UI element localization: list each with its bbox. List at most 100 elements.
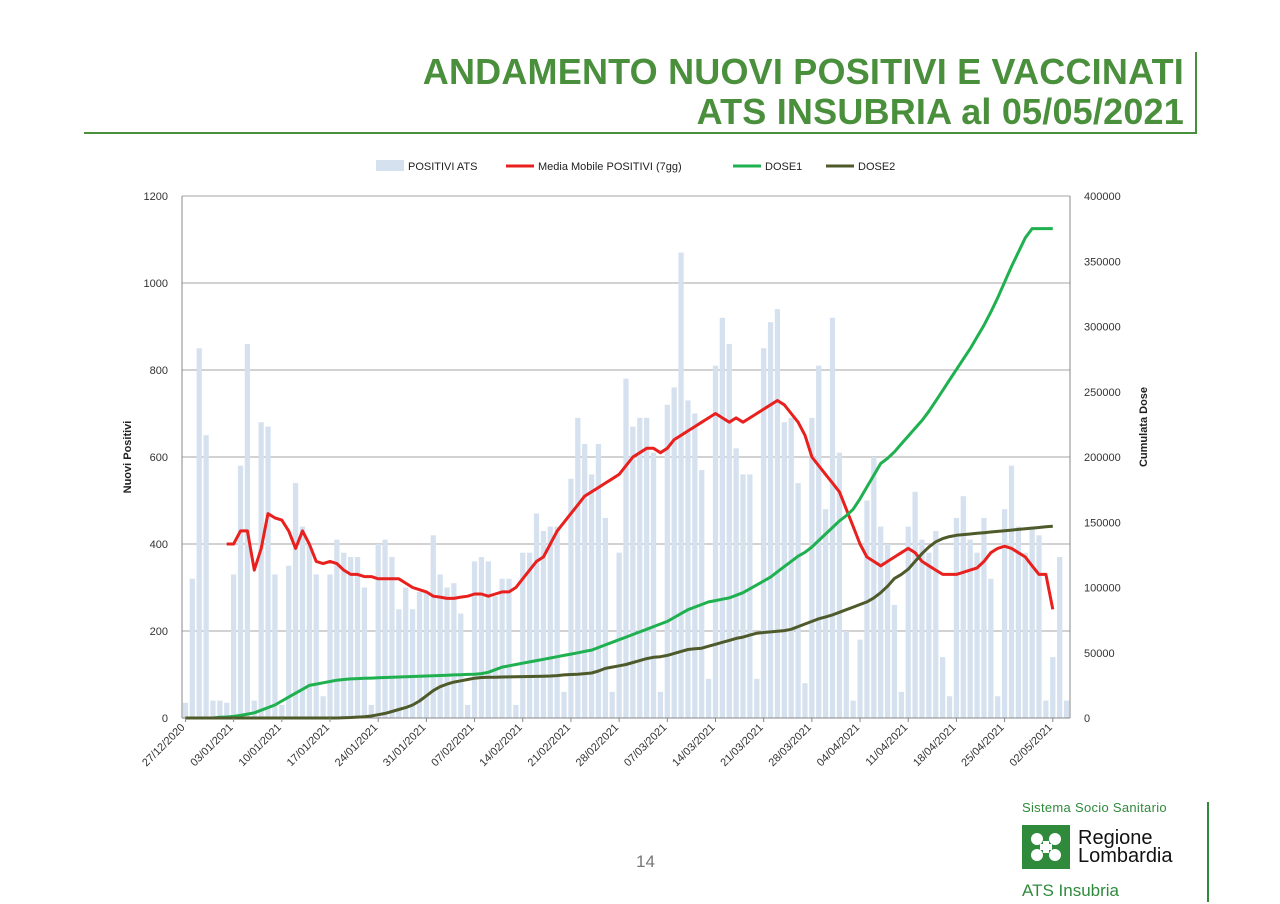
positivi-bar (382, 539, 388, 718)
positivi-bar (609, 691, 615, 718)
y-tick-label: 800 (150, 365, 168, 377)
positivi-bar (657, 691, 664, 718)
positivi-bar (884, 544, 891, 718)
y2-tick-label: 0 (1084, 713, 1090, 725)
positivi-bar (685, 400, 691, 718)
positivi-bar (740, 474, 746, 718)
brand-divider (1207, 802, 1209, 902)
positivi-bar (878, 526, 884, 718)
x-tick-label: 24/01/2021 (333, 722, 380, 769)
brand-block: Sistema Socio Sanitario Regione Lombardi… (1022, 800, 1207, 901)
x-tick-label: 07/03/2021 (622, 722, 669, 769)
regione-lombardia-logo-icon (1022, 825, 1070, 869)
y-tick-label: 600 (150, 452, 168, 464)
positivi-bar (953, 517, 960, 718)
positivi-bar (492, 596, 498, 718)
positivi-bar (265, 426, 271, 718)
positivi-bar (231, 574, 237, 718)
y-tick-label: 0 (162, 713, 168, 725)
legend-label: Media Mobile POSITIVI (7gg) (538, 161, 682, 173)
positivi-bar (1036, 535, 1042, 718)
y2-tick-label: 400000 (1084, 191, 1121, 203)
y2-tick-label: 250000 (1084, 387, 1121, 399)
page-title: ANDAMENTO NUOVI POSITIVI E VACCINATI ATS… (423, 52, 1184, 132)
x-tick-label: 07/02/2021 (429, 722, 476, 769)
x-tick-label: 28/02/2021 (574, 722, 621, 769)
positivi-bar (836, 452, 843, 718)
positivi-bar (306, 544, 312, 718)
positivi-bar (630, 426, 636, 718)
positivi-bar (506, 578, 512, 718)
positivi-bar (995, 696, 1001, 718)
positivi-bar (823, 509, 829, 718)
x-tick-label: 14/02/2021 (477, 722, 524, 769)
positivi-bar (795, 483, 801, 718)
positivi-bar (471, 561, 478, 718)
dose1-line (185, 227, 1053, 720)
positivi-bar (761, 348, 767, 718)
positivi-bar (602, 517, 608, 718)
positivi-bar (960, 496, 966, 718)
positivi-bar (850, 700, 856, 718)
positivi-bar (533, 513, 540, 718)
positivi-bar (788, 417, 794, 718)
legend-label: DOSE1 (765, 161, 802, 173)
positivi-bar (540, 530, 547, 718)
y2-tick-label: 100000 (1084, 583, 1121, 595)
positivi-bar (1015, 526, 1021, 718)
positivi-bar (409, 609, 416, 718)
positivi-bar (451, 583, 457, 718)
positivi-bar (561, 691, 567, 718)
positivi-bar (361, 587, 368, 718)
positivi-bar (368, 704, 374, 718)
positivi-bar (733, 448, 739, 718)
chart: 0 200 400 600 800 1000 1200 0 50000 100000 150000 2… (122, 160, 1150, 769)
positivi-bar (857, 639, 863, 718)
x-tick-label: 28/03/2021 (767, 722, 814, 769)
positivi-bar (465, 704, 471, 718)
positivi-bar (575, 417, 581, 718)
x-tick-label: 04/04/2021 (815, 722, 862, 769)
positivi-bar (967, 539, 973, 718)
page-number: 14 (636, 852, 655, 871)
positivi-bar (444, 587, 450, 718)
positivi-bar (988, 578, 994, 718)
positivi-bar (279, 704, 285, 718)
positivi-bar (1050, 657, 1056, 718)
positivi-bar (203, 435, 209, 718)
brand-ats-label: ATS Insubria (1022, 881, 1120, 900)
positivi-bar (692, 413, 698, 718)
positivi-bar (864, 500, 870, 718)
positivi-bar (981, 517, 987, 718)
positivi-bar (802, 683, 808, 718)
positivi-bar (871, 457, 877, 718)
y2-tick-label: 350000 (1084, 256, 1121, 268)
brand-row: Regione Lombardia (1022, 825, 1207, 869)
positivi-bar (829, 317, 836, 718)
positivi-bar (616, 552, 622, 718)
x-tick-label: 18/04/2021 (911, 722, 958, 769)
positivi-bar (650, 452, 657, 718)
positivi-bar (705, 678, 712, 718)
positivi-bar (726, 343, 732, 718)
positivi-bar (251, 700, 257, 718)
positivi-bar (926, 552, 932, 718)
title-divider-horizontal (84, 132, 1197, 134)
positivi-bar (389, 557, 395, 718)
x-tick-label: 25/04/2021 (959, 722, 1006, 769)
y-tick-label: 1000 (144, 278, 168, 290)
title-line-1: ANDAMENTO NUOVI POSITIVI E VACCINATI (422, 51, 1184, 92)
brand-region-line-1: Regione (1078, 827, 1153, 849)
positivi-bar (1001, 509, 1008, 718)
positivi-bar (774, 309, 781, 718)
positivi-bar (891, 604, 898, 718)
positivi-bar (416, 591, 423, 718)
positivi-bar (237, 465, 244, 718)
positivi-bar (437, 574, 443, 718)
positivi-bar (396, 609, 402, 718)
x-tick-label: 27/12/2020 (140, 722, 187, 769)
positivi-bar (403, 587, 409, 718)
x-tick-label: 14/03/2021 (670, 722, 717, 769)
positivi-bar (554, 526, 560, 718)
positivi-bar (327, 574, 333, 718)
